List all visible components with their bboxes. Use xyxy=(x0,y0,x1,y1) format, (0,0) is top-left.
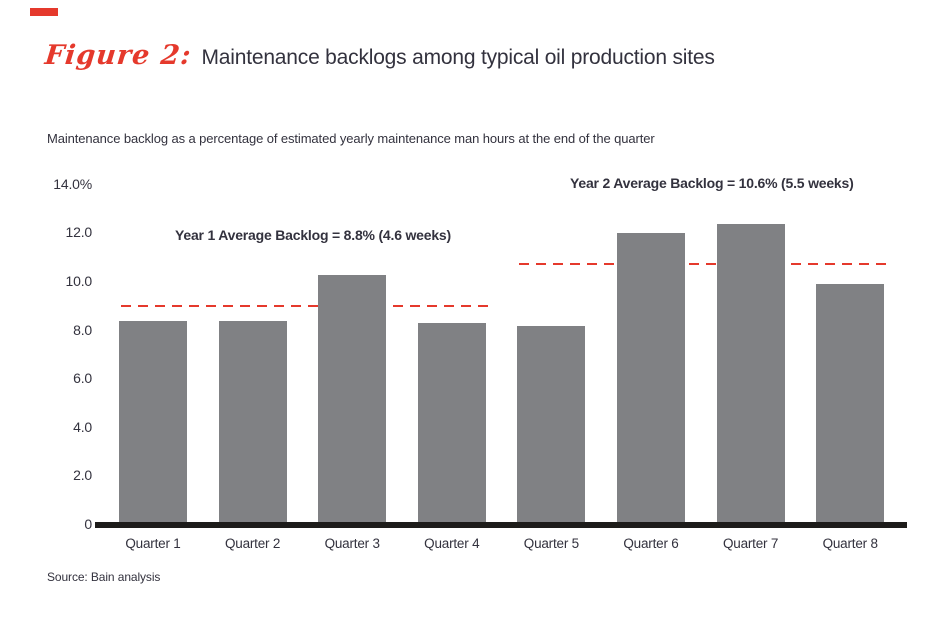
x-axis-label: Quarter 4 xyxy=(424,536,480,551)
y-axis-tick-label: 2.0 xyxy=(73,467,92,484)
x-axis-label: Quarter 8 xyxy=(822,536,878,551)
x-axis-label: Quarter 1 xyxy=(125,536,181,551)
y-axis-tick-label: 0 xyxy=(84,516,92,532)
bar-quarter-8 xyxy=(816,284,885,525)
bar-quarter-2 xyxy=(218,320,287,525)
y-axis-tick-label: 4.0 xyxy=(73,418,92,435)
bar-quarter-6 xyxy=(617,233,685,525)
average-backlog-line xyxy=(519,263,889,266)
average-backlog-annotation: Year 1 Average Backlog = 8.8% (4.6 weeks… xyxy=(175,227,451,243)
chart-subtitle: Maintenance backlog as a percentage of e… xyxy=(47,131,655,146)
bar-quarter-5 xyxy=(517,325,586,525)
bar-quarter-3 xyxy=(318,274,387,525)
figure-title: Maintenance backlogs among typical oil p… xyxy=(201,46,715,69)
x-axis-label: Quarter 5 xyxy=(523,536,579,551)
figure-header: Figure 2: Maintenance backlogs among typ… xyxy=(43,40,715,71)
y-axis-tick-label: 12.0 xyxy=(65,224,93,241)
y-axis-tick-label: 10.0 xyxy=(65,273,93,289)
x-axis-label: Quarter 3 xyxy=(324,536,380,551)
x-axis-label: Quarter 6 xyxy=(623,536,679,551)
y-axis-tick-label: 14.0% xyxy=(53,175,92,192)
accent-bar xyxy=(30,8,58,16)
bar-quarter-1 xyxy=(119,320,187,525)
y-axis-tick-label: 8.0 xyxy=(73,321,92,338)
x-axis-label: Quarter 2 xyxy=(224,536,281,551)
source-text: Source: Bain analysis xyxy=(47,570,161,584)
x-axis-label: Quarter 7 xyxy=(722,536,779,551)
bar-quarter-7 xyxy=(716,223,785,525)
average-backlog-line xyxy=(121,305,490,308)
bar-quarter-4 xyxy=(417,323,486,525)
x-axis-baseline xyxy=(95,522,907,528)
y-axis-tick-label: 6.0 xyxy=(73,370,92,387)
average-backlog-annotation: Year 2 Average Backlog = 10.6% (5.5 week… xyxy=(570,175,854,191)
